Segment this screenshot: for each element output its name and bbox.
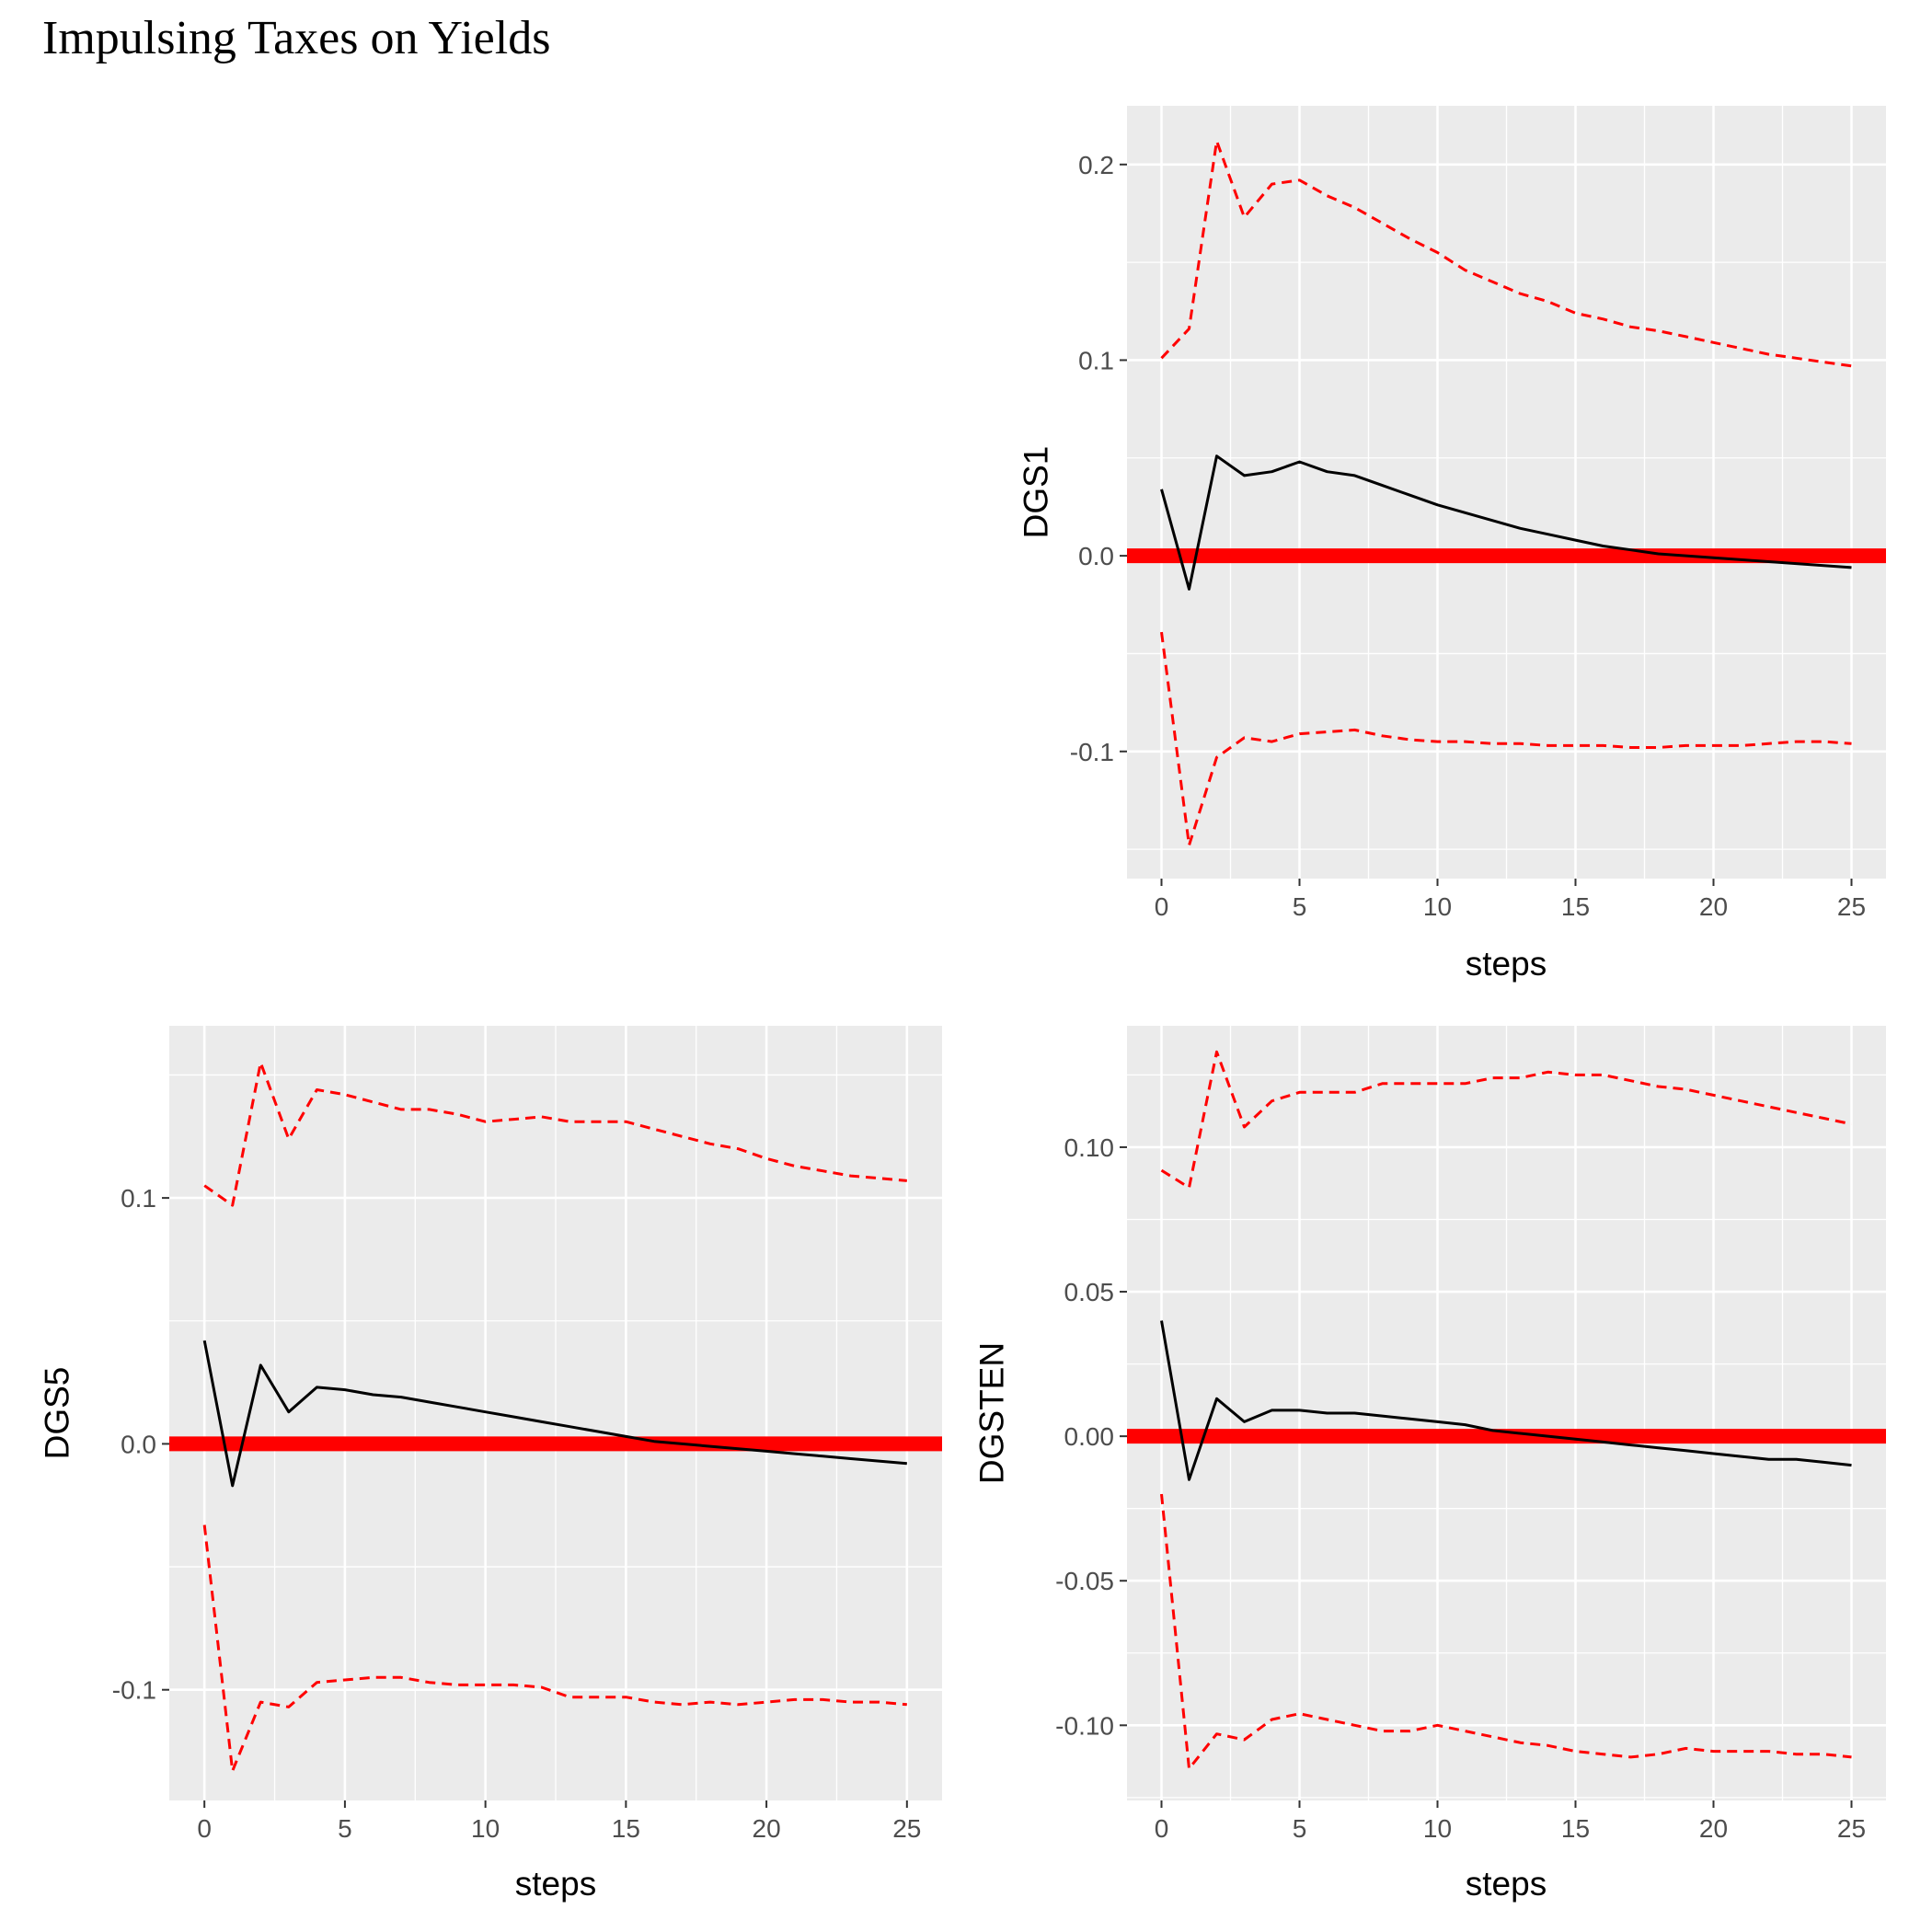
x-tick-label: 15 <box>612 1814 640 1843</box>
x-axis-title: steps <box>515 1865 596 1903</box>
axis-ticks <box>1120 163 1853 886</box>
y-tick-label: 0.0 <box>1078 542 1114 570</box>
y-tick-label: 0.2 <box>1078 151 1114 179</box>
series-lines <box>1160 1050 1852 1770</box>
y-tick-label: -0.10 <box>1055 1711 1114 1740</box>
x-tick-label: 5 <box>1293 1814 1307 1843</box>
upper-band-line <box>1160 139 1852 368</box>
chart-dgs1: -0.1 0.0 0.1 0.2 0 5 10 15 20 25 steps DGS1 <box>1017 106 1886 983</box>
y-tick-label: 0.1 <box>121 1184 156 1213</box>
grid-minor <box>1127 106 1886 879</box>
x-axis-title: steps <box>1466 945 1547 983</box>
lower-band-line <box>1160 631 1852 847</box>
axis-ticks <box>162 1197 908 1808</box>
impulse-response-line <box>1160 454 1852 591</box>
x-tick-label: 10 <box>1423 1814 1452 1843</box>
x-tick-label: 20 <box>1699 892 1728 921</box>
axis-ticks <box>1120 1145 1853 1808</box>
y-tick-label: -0.1 <box>112 1676 156 1705</box>
lower-band-line <box>1160 1493 1852 1770</box>
grid-minor <box>169 1026 942 1800</box>
series-lines <box>202 1061 907 1773</box>
lower-band-line <box>202 1524 907 1773</box>
y-tick-label: -0.05 <box>1055 1567 1114 1595</box>
y-axis-title: DGS1 <box>1017 446 1054 539</box>
y-tick-label: 0.0 <box>121 1430 156 1458</box>
x-tick-label: 25 <box>1837 892 1866 921</box>
x-tick-label: 20 <box>1699 1814 1728 1843</box>
y-tick-label: 0.00 <box>1064 1422 1115 1451</box>
y-tick-labels: -0.10 -0.05 0.00 0.05 0.10 <box>1055 1133 1114 1740</box>
page-title: Impulsing Taxes on Yields <box>42 12 551 64</box>
grid-major <box>1127 1026 1886 1800</box>
x-tick-label: 20 <box>753 1814 781 1843</box>
y-axis-title: DGS5 <box>38 1367 75 1460</box>
x-tick-label: 5 <box>338 1814 352 1843</box>
x-tick-label: 10 <box>471 1814 500 1843</box>
x-axis-title: steps <box>1466 1865 1547 1903</box>
upper-band-line <box>203 1061 907 1207</box>
x-tick-label: 15 <box>1561 892 1590 921</box>
y-tick-label: 0.05 <box>1064 1278 1115 1306</box>
impulse-response-line <box>202 1340 907 1488</box>
y-tick-label: -0.1 <box>1070 738 1114 766</box>
x-tick-label: 0 <box>197 1814 212 1843</box>
x-tick-labels: 0 5 10 15 20 25 <box>1155 892 1866 921</box>
x-tick-labels: 0 5 10 15 20 25 <box>197 1814 921 1843</box>
x-tick-label: 5 <box>1293 892 1307 921</box>
series-lines <box>1160 139 1852 847</box>
x-tick-label: 0 <box>1155 1814 1169 1843</box>
x-tick-label: 0 <box>1155 892 1169 921</box>
grid-minor <box>1127 1026 1886 1800</box>
impulse-response-line <box>1160 1320 1852 1481</box>
x-tick-labels: 0 5 10 15 20 25 <box>1155 1814 1866 1843</box>
y-tick-label: 0.1 <box>1078 346 1114 374</box>
y-tick-labels: -0.1 0.0 0.1 0.2 <box>1070 151 1114 766</box>
x-tick-label: 25 <box>892 1814 921 1843</box>
chart-dgsten: -0.10-0.050.000.050.10 0 5 10 15 20 25 steps … <box>972 1026 1886 1903</box>
x-tick-label: 25 <box>1837 1814 1866 1843</box>
y-tick-labels: -0.1 0.0 0.1 <box>112 1184 156 1705</box>
x-tick-label: 15 <box>1561 1814 1590 1843</box>
chart-dgs5: -0.1 0.0 0.1 0 5 10 15 20 25 steps DGS5 <box>38 1026 942 1903</box>
y-axis-title: DGSTEN <box>972 1342 1010 1484</box>
y-tick-label: 0.10 <box>1064 1133 1115 1162</box>
x-tick-label: 10 <box>1423 892 1452 921</box>
